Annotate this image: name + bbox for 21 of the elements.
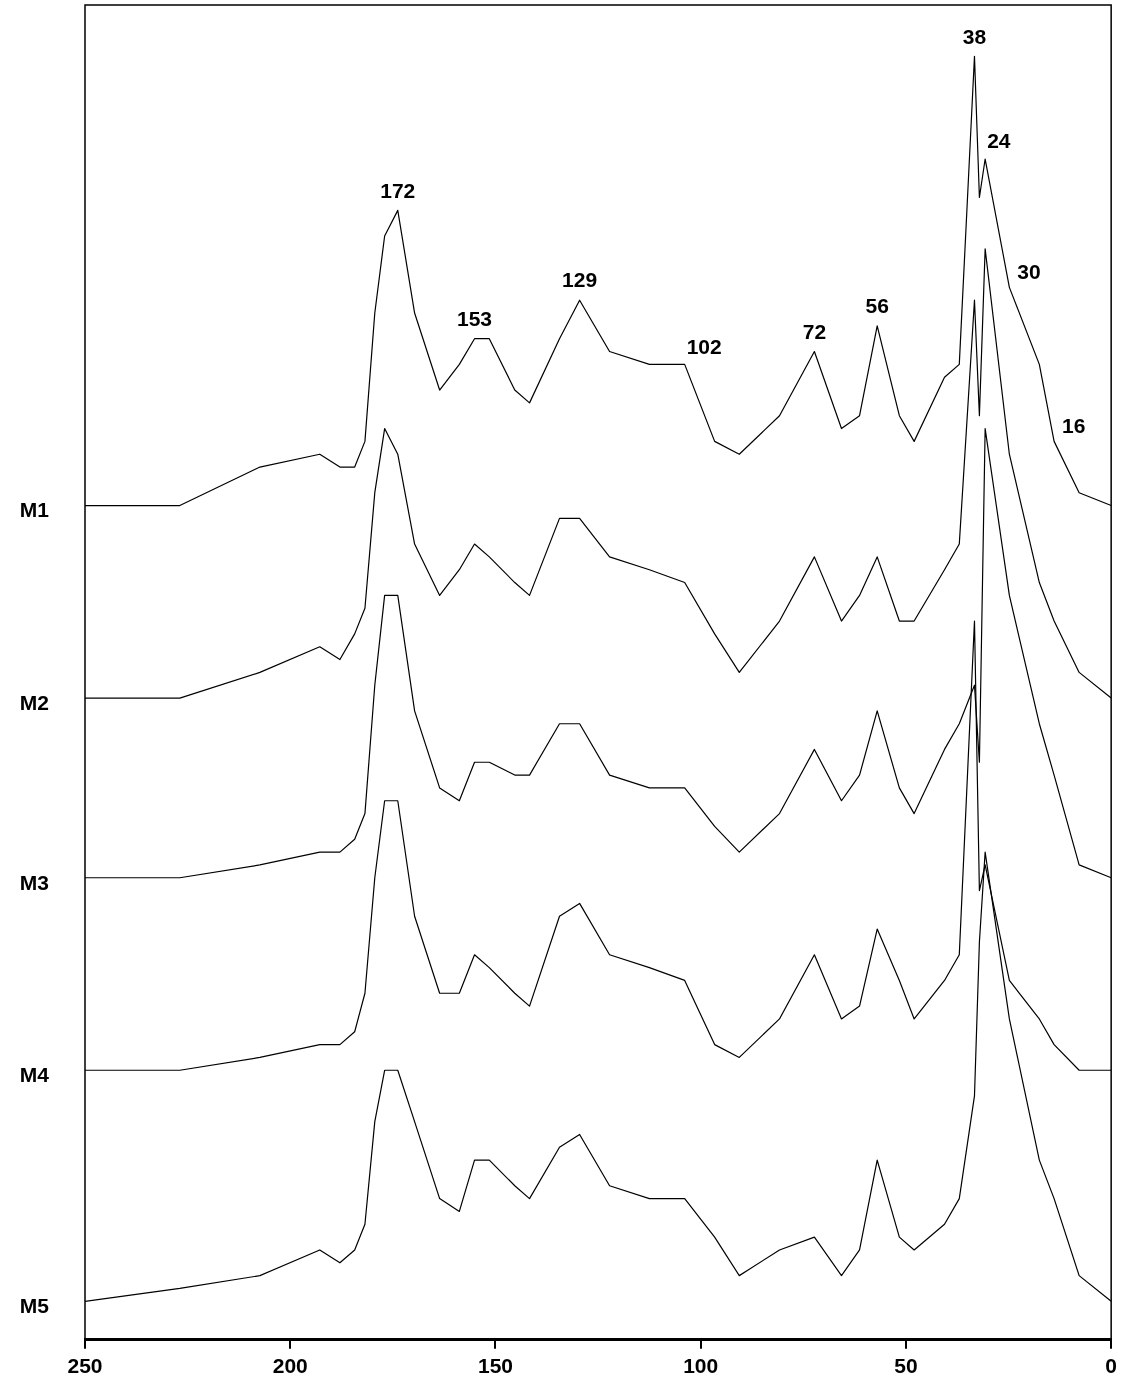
x-tick-label: 200 xyxy=(272,1354,308,1378)
x-tick-label: 250 xyxy=(67,1354,103,1378)
x-tick-label: 150 xyxy=(477,1354,513,1378)
annotation: 56 xyxy=(865,294,889,318)
x-tick-label: 50 xyxy=(894,1354,918,1378)
annotation: 153 xyxy=(457,307,493,330)
annotation: 38 xyxy=(962,24,987,48)
annotation: 172 xyxy=(380,178,416,202)
x-tick-label: 100 xyxy=(683,1354,719,1378)
annotation: 102 xyxy=(686,334,722,358)
annotation: 129 xyxy=(562,268,598,292)
series-label: M5 xyxy=(19,1294,50,1318)
x-tick-label: 0 xyxy=(1105,1354,1117,1378)
annotation: 24 xyxy=(987,129,1011,153)
annotation: 72 xyxy=(802,319,827,343)
annotation: 16 xyxy=(1062,413,1086,437)
series-label: M4 xyxy=(19,1063,50,1087)
series-label: M3 xyxy=(19,870,49,894)
annotation: 30 xyxy=(1017,259,1041,283)
series-label: M2 xyxy=(19,690,49,714)
series-label: M1 xyxy=(19,498,50,522)
